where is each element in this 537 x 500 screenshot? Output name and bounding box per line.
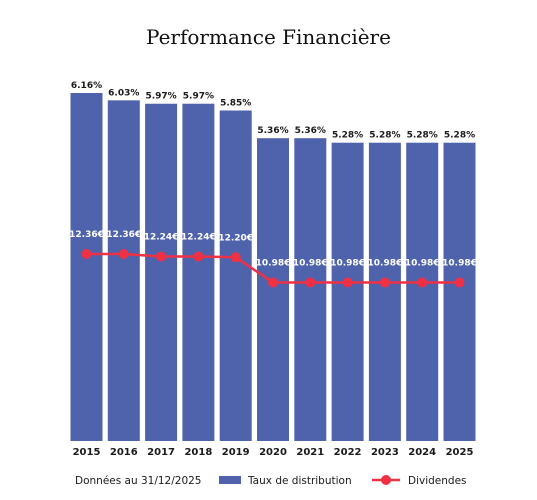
bar-label-2021: 5.36%	[295, 126, 326, 136]
dividend-point-2023	[379, 277, 390, 288]
dividend-point-2018	[193, 251, 204, 262]
legend-label-line: Dividendes	[408, 475, 467, 487]
x-tick-2017: 2017	[147, 447, 175, 458]
x-tick-2023: 2023	[371, 447, 399, 458]
legend: Données au 31/12/2025 Taux de distributi…	[75, 475, 467, 487]
dividend-label-2016: 12.36€	[106, 230, 141, 240]
dividend-point-2024	[417, 277, 428, 288]
bar-label-2015: 6.16%	[71, 81, 102, 91]
x-tick-2016: 2016	[110, 447, 138, 458]
bar-2020	[257, 138, 289, 441]
dividend-label-2015: 12.36€	[69, 230, 104, 240]
bar-label-2018: 5.97%	[183, 92, 214, 102]
bar-label-2024: 5.28%	[407, 131, 438, 141]
bar-2019	[219, 110, 252, 441]
bar-series: 6.16% 6.03% 5.97% 5.97% 5.85% 5.36% 5.36% 5.28%…	[70, 81, 476, 442]
dividend-label-2025: 10.98€	[442, 258, 477, 268]
bar-label-2022: 5.28%	[332, 131, 363, 141]
dividend-point-2016	[118, 249, 129, 259]
x-tick-2018: 2018	[184, 447, 212, 458]
legend-swatch-marker	[381, 475, 391, 485]
bar-label-2020: 5.36%	[257, 126, 288, 136]
x-tick-2021: 2021	[296, 447, 324, 458]
bar-2016	[107, 100, 140, 442]
bar-2022	[331, 142, 364, 441]
x-tick-2022: 2022	[334, 447, 362, 458]
dividend-point-2015	[81, 249, 92, 259]
x-tick-2025: 2025	[446, 447, 474, 458]
legend-swatch-bar	[219, 476, 241, 484]
dividend-point-2021	[305, 277, 316, 288]
bar-2015	[70, 93, 103, 441]
dividend-point-2022	[342, 277, 353, 288]
dividend-label-2019: 12.20€	[218, 233, 253, 243]
chart-title: Performance Financière	[146, 25, 391, 49]
dividend-label-2018: 12.24€	[181, 232, 216, 242]
dividend-label-2022: 10.98€	[330, 258, 365, 268]
legend-label-bar: Taux de distribution	[247, 475, 352, 487]
footnote: Données au 31/12/2025	[75, 475, 202, 487]
bar-2024	[406, 142, 439, 441]
dividend-label-2023: 10.98€	[368, 258, 403, 268]
bar-label-2019: 5.85%	[220, 99, 251, 109]
x-tick-2019: 2019	[222, 447, 250, 458]
dividend-point-2019	[230, 252, 241, 263]
bar-2025	[443, 142, 476, 441]
dividend-label-2021: 10.98€	[293, 258, 328, 268]
bar-2021	[294, 138, 327, 441]
dividend-series: 12.36€ 12.36€ 12.24€ 12.24€ 12.20€10.98€ 10.9…	[69, 230, 477, 288]
dividend-point-2025	[454, 277, 465, 288]
bar-2018	[182, 103, 215, 441]
dividend-label-2024: 10.98€	[405, 258, 440, 268]
x-tick-2020: 2020	[259, 447, 287, 458]
dividend-label-2017: 12.24€	[144, 232, 179, 242]
x-tick-2024: 2024	[408, 447, 436, 458]
bar-label-2025: 5.28%	[444, 131, 475, 141]
bar-label-2017: 5.97%	[145, 92, 176, 102]
bar-2017	[145, 103, 178, 441]
bar-label-2016: 6.03%	[108, 88, 139, 98]
bar-label-2023: 5.28%	[369, 131, 400, 141]
dividend-label-2020: 10.98€	[256, 258, 291, 268]
x-tick-2015: 2015	[73, 447, 101, 458]
x-axis: 2015 2016 2017 2018 2019 2020 2021 2022 2023 2024…	[73, 447, 474, 458]
bar-2023	[368, 142, 401, 441]
dividend-point-2017	[156, 251, 167, 262]
dividend-point-2020	[268, 277, 278, 288]
